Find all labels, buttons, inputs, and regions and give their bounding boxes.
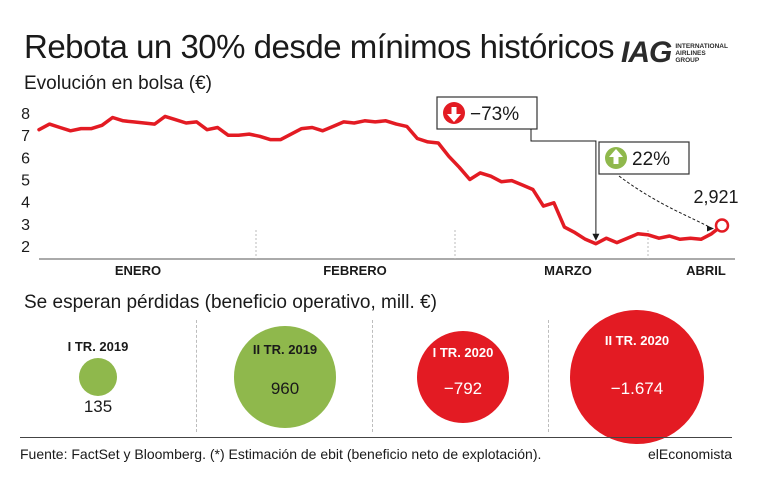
logo-subtext: INTERNATIONAL AIRLINES GROUP [675,43,728,64]
drop-percentage-label: −73% [470,104,519,125]
bubble-category-label: II TR. 2020 [604,333,670,349]
price-line [37,114,724,246]
bubble-category-label: II TR. 2019 [252,342,318,358]
footer-brand: elEconomista [647,446,732,462]
month-label: ENERO [115,263,161,278]
down-arrow-glyph [447,107,461,122]
footer-divider [20,437,732,438]
rebound-leader-line [618,175,713,229]
bubble-2 [234,326,336,428]
bubble-section-title: Se esperan pérdidas (beneficio operativo… [24,292,437,313]
y-tick-label: 8 [21,106,30,123]
y-tick-label: 5 [21,173,30,190]
chart-title: Rebota un 30% desde mínimos históricos [24,28,615,65]
last-price-label: 2,921 [693,187,738,207]
bubble-value-label: −1.674 [610,379,664,398]
month-label: ABRIL [686,263,726,278]
rebound-arrowhead [707,225,714,232]
drop-leader-line [530,129,597,236]
bubble-4 [570,310,704,444]
y-tick-label: 3 [21,217,30,234]
line-chart: 2 3 4 5 6 7 8 ENERO FEBRERO MARZO ABRIL 2,921 −73% 22… [21,96,739,278]
logo-line-2: AIRLINES [675,49,706,57]
footer-source: Fuente: FactSet y Bloomberg. (*) Estimac… [20,446,542,462]
bubble-separator [196,320,197,432]
bubble-value-label: −792 [443,379,483,398]
y-tick-label: 6 [21,150,30,167]
y-tick-label: 2 [21,239,30,256]
bubble-value-label: 135 [83,397,113,416]
last-price-marker [714,218,730,233]
up-arrow-glyph [609,149,623,164]
month-label: FEBRERO [323,263,387,278]
month-label: MARZO [544,263,592,278]
bubble-category-label: I TR. 2020 [432,344,494,360]
y-tick-label: 4 [21,195,30,212]
chart-subtitle: Evolución en bolsa (€) [24,73,212,94]
iag-logo: IAG INTERNATIONAL AIRLINES GROUP [621,38,728,68]
bubble-separator [372,320,373,432]
drop-arrowhead [592,233,600,241]
bubble-separator [548,320,549,432]
bubble-category-label: I TR. 2019 [67,339,129,354]
bubble-1 [78,357,118,397]
logo-line-3: GROUP [675,56,700,64]
logo-line-1: INTERNATIONAL [675,42,728,50]
rebound-percentage-label: 22% [632,149,670,170]
logo-text: IAG [621,36,672,69]
y-tick-label: 7 [21,128,30,145]
bubble-value-label: 960 [270,379,300,398]
bubble-3 [416,330,510,424]
